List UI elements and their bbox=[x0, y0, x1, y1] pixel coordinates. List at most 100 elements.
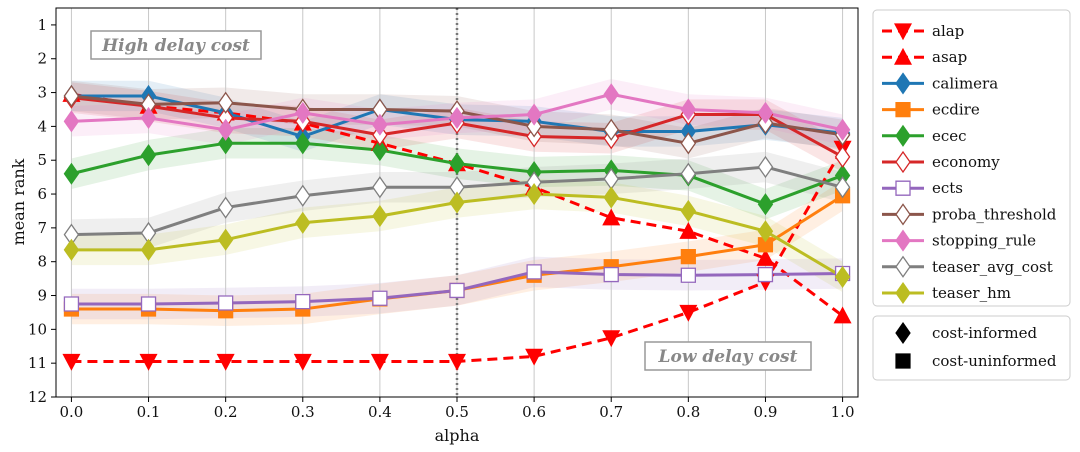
legend-marker-ecec bbox=[895, 124, 911, 147]
x-tick-label-2: 0.2 bbox=[214, 403, 238, 421]
x-axis-label: alpha bbox=[435, 426, 480, 445]
point-proba_threshold-0 bbox=[63, 84, 80, 108]
point-teaser_hm-8 bbox=[680, 199, 697, 223]
band-teaser_hm bbox=[71, 178, 843, 293]
x-tick-label-3: 0.3 bbox=[291, 403, 315, 421]
y-tick-label-4: 5 bbox=[37, 151, 47, 169]
legend-label-ecec: ecec bbox=[932, 127, 967, 145]
legend-marker-cost-uninformed bbox=[895, 353, 911, 369]
point-teaser_avg_cost-2 bbox=[217, 196, 234, 219]
y-tick-label-3: 4 bbox=[37, 117, 47, 135]
point-ecec-4 bbox=[372, 139, 388, 162]
point-ecec-9 bbox=[757, 193, 774, 216]
point-teaser_hm-7 bbox=[603, 186, 619, 209]
point-economy-10 bbox=[834, 145, 851, 168]
legend-marker-asap bbox=[894, 47, 912, 65]
point-proba_threshold-7 bbox=[603, 118, 620, 141]
point-teaser_hm-4 bbox=[372, 204, 388, 228]
point-stopping_rule-8 bbox=[680, 98, 697, 121]
legend-marker-cost-informed bbox=[895, 321, 911, 345]
legend-marker-stopping_rule bbox=[895, 229, 911, 252]
legend-label-ects: ects bbox=[932, 179, 963, 197]
point-teaser_hm-9 bbox=[757, 220, 774, 243]
legend-label-teaser_avg_cost: teaser_avg_cost bbox=[932, 258, 1053, 276]
legend-marker-ects bbox=[895, 180, 911, 196]
y-tick-label-0: 1 bbox=[37, 16, 47, 34]
x-axis-ticks: 0.0 0.1 0.2 0.3 0.4 0.5 0.6 0.7 0.8 0.9 1.0 bbox=[59, 397, 855, 421]
legend-label-stopping_rule: stopping_rule bbox=[932, 232, 1036, 250]
point-teaser_hm-1 bbox=[140, 238, 157, 261]
point-ecec-1 bbox=[140, 144, 157, 167]
point-stopping_rule-1 bbox=[140, 106, 157, 129]
legend-label-cost-informed: cost-informed bbox=[932, 324, 1038, 342]
legend-marker-alap bbox=[894, 23, 912, 41]
legend-label-calimera: calimera bbox=[932, 74, 998, 92]
x-tick-label-9: 0.9 bbox=[754, 403, 778, 421]
legend-label-economy: economy bbox=[932, 153, 1000, 171]
legend-label-asap: asap bbox=[932, 48, 967, 66]
legend-label-ecdire: ecdire bbox=[932, 101, 980, 119]
point-stopping_rule-10 bbox=[834, 118, 851, 141]
point-ects-7 bbox=[603, 266, 619, 283]
point-stopping_rule-6 bbox=[526, 103, 542, 126]
point-ects-1 bbox=[140, 296, 157, 312]
y-tick-label-6: 7 bbox=[37, 219, 47, 237]
point-alap-7 bbox=[602, 330, 621, 348]
legend-label-alap: alap bbox=[932, 22, 964, 40]
point-ecec-2 bbox=[217, 132, 234, 155]
annotation-high-text: High delay cost bbox=[101, 36, 250, 56]
point-asap-7 bbox=[602, 208, 621, 226]
x-tick-label-1: 0.1 bbox=[137, 403, 161, 421]
point-stopping_rule-0 bbox=[63, 110, 80, 133]
point-alap-4 bbox=[370, 353, 389, 371]
annotation-low-delay-cost: Low delay cost bbox=[644, 341, 812, 371]
point-teaser_hm-5 bbox=[449, 191, 465, 214]
point-stopping_rule-5 bbox=[449, 106, 465, 129]
point-teaser_avg_cost-8 bbox=[680, 162, 697, 185]
point-teaser_avg_cost-10 bbox=[834, 176, 851, 199]
series-markers bbox=[62, 83, 852, 371]
point-stopping_rule-9 bbox=[757, 101, 774, 124]
y-tick-label-7: 8 bbox=[37, 253, 47, 271]
x-tick-label-8: 0.8 bbox=[676, 403, 700, 421]
legend-marker-calimera bbox=[895, 72, 911, 95]
point-alap-1 bbox=[139, 353, 158, 371]
x-tick-label-5: 0.5 bbox=[445, 403, 469, 421]
x-tick-label-10: 1.0 bbox=[831, 403, 855, 421]
point-teaser_avg_cost-4 bbox=[372, 176, 388, 199]
marker-legend: cost-informed cost-uninformed bbox=[872, 315, 1071, 381]
point-ecdire-8 bbox=[680, 249, 696, 265]
point-ecec-5 bbox=[449, 152, 465, 175]
legend-label-proba_threshold: proba_threshold bbox=[932, 205, 1057, 223]
point-teaser_avg_cost-9 bbox=[757, 155, 774, 179]
y-tick-label-10: 11 bbox=[28, 354, 47, 372]
point-teaser_hm-0 bbox=[63, 238, 80, 261]
point-ects-2 bbox=[218, 295, 234, 311]
point-stopping_rule-4 bbox=[372, 113, 388, 136]
point-ects-0 bbox=[63, 296, 80, 312]
series-legend: alap asap calimera ecdire ecec economy ects pro… bbox=[872, 9, 1071, 307]
y-tick-label-5: 6 bbox=[37, 185, 47, 203]
point-ecec-0 bbox=[63, 162, 80, 185]
annotation-low-text: Low delay cost bbox=[658, 347, 798, 367]
legend-marker-teaser_hm bbox=[895, 281, 911, 305]
legend-label-cost-uninformed: cost-uninformed bbox=[932, 352, 1057, 370]
point-alap-3 bbox=[293, 353, 312, 371]
point-stopping_rule-2 bbox=[217, 118, 234, 141]
x-tick-label-0: 0.0 bbox=[59, 403, 83, 421]
point-asap-9 bbox=[756, 249, 775, 266]
x-tick-label-6: 0.6 bbox=[522, 403, 546, 421]
y-tick-label-1: 2 bbox=[37, 50, 47, 68]
point-ecec-3 bbox=[295, 132, 311, 155]
point-alap-0 bbox=[62, 353, 81, 371]
point-teaser_hm-10 bbox=[834, 265, 851, 288]
point-proba_threshold-6 bbox=[526, 115, 542, 138]
point-stopping_rule-7 bbox=[603, 83, 619, 106]
x-tick-label-7: 0.7 bbox=[599, 403, 623, 421]
point-alap-2 bbox=[216, 353, 235, 371]
legend-marker-proba_threshold bbox=[895, 203, 911, 226]
point-ects-9 bbox=[757, 266, 774, 283]
point-ects-3 bbox=[295, 293, 311, 310]
